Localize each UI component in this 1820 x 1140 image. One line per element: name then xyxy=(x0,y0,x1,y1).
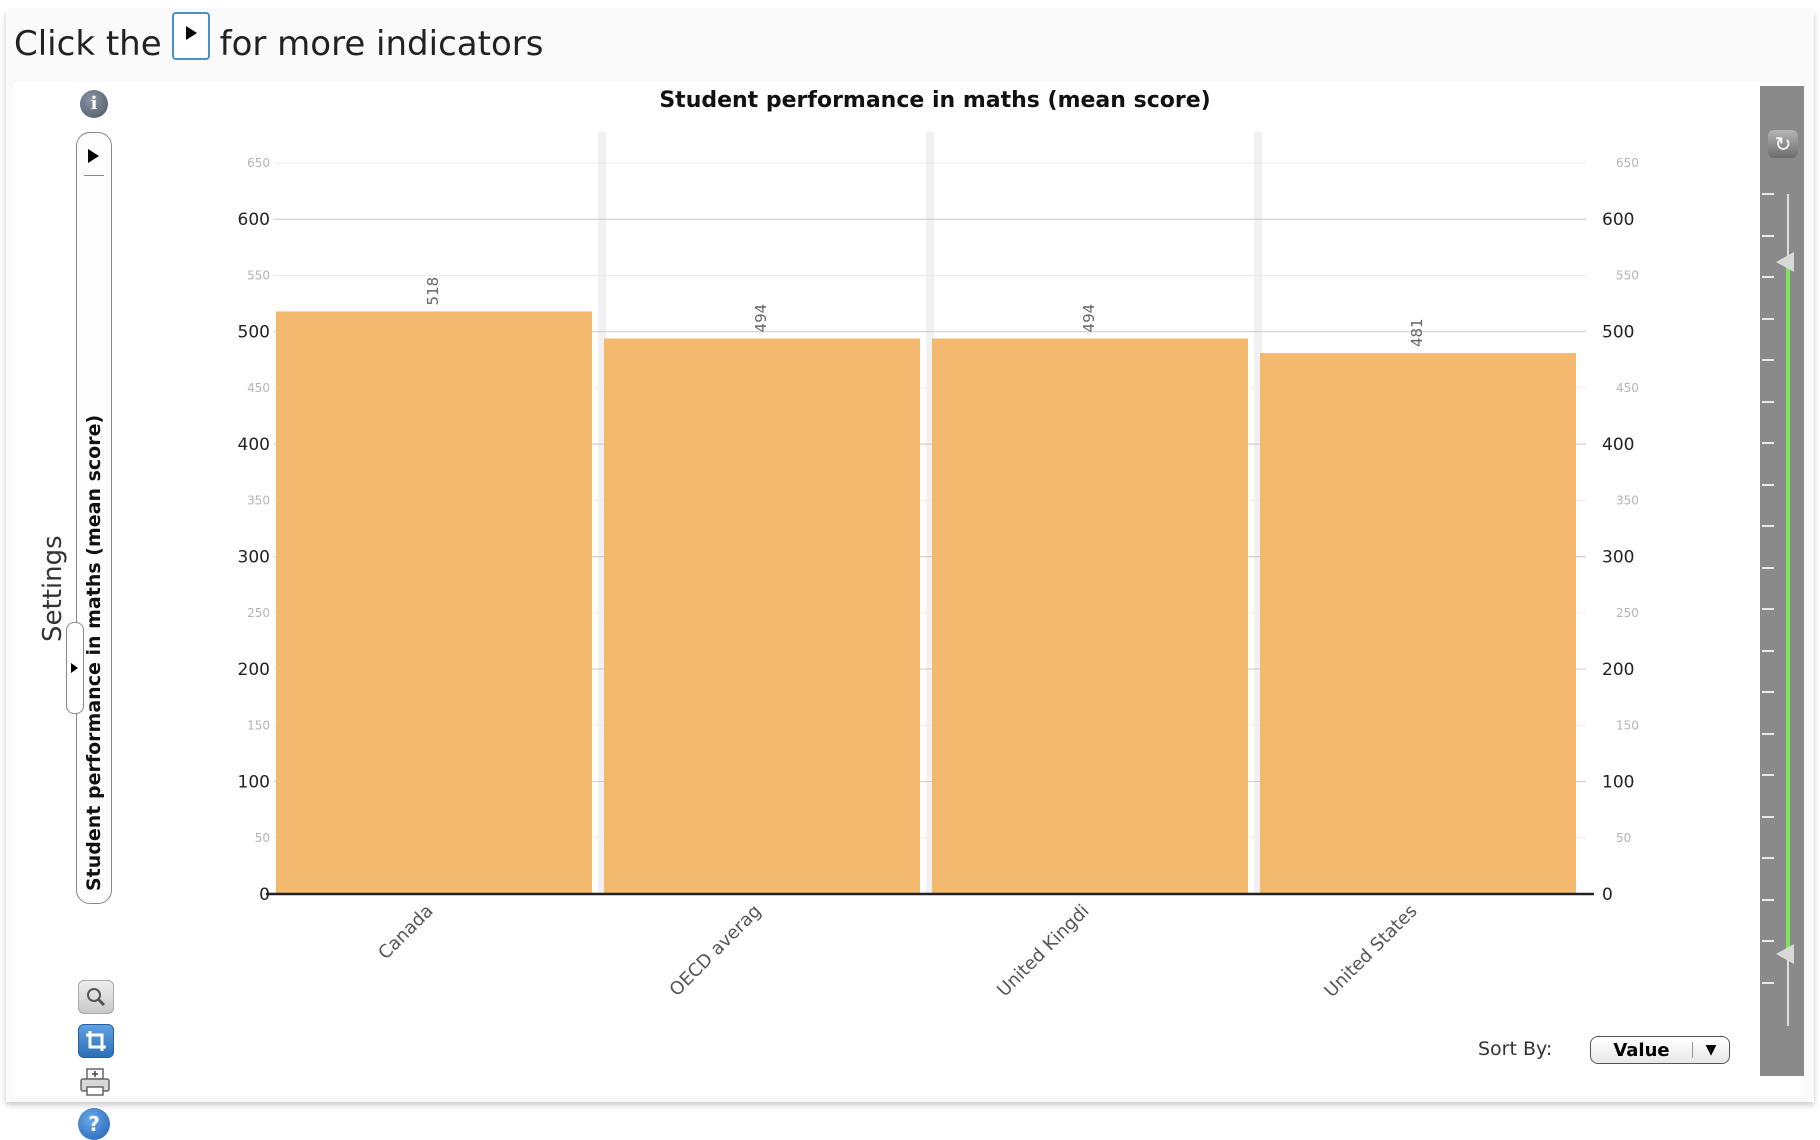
slider-tick xyxy=(1762,774,1774,776)
y-tick-label-right: 500 xyxy=(1602,323,1634,343)
slider-tick xyxy=(1762,898,1774,901)
y-tick-label-right: 0 xyxy=(1602,885,1613,905)
x-tick-label: United Kingdi xyxy=(993,901,1093,1001)
y-tick-label-minor-right: 350 xyxy=(1616,493,1639,507)
slider-tick xyxy=(1762,359,1774,361)
slider-tick xyxy=(1762,276,1774,278)
y-tick-label-minor-left: 150 xyxy=(247,718,270,732)
slider-tick xyxy=(1762,317,1774,320)
x-tick-label: OECD averag xyxy=(666,901,766,1001)
y-tick-label-minor-left: 250 xyxy=(247,606,270,620)
slider-tick xyxy=(1762,400,1774,403)
category-separator xyxy=(926,132,934,894)
slider-tick xyxy=(1762,940,1774,942)
y-tick-label-left: 600 xyxy=(238,210,270,230)
y-tick-label-left: 300 xyxy=(238,548,270,568)
range-slider-rail[interactable] xyxy=(1760,86,1804,1076)
indicator-selector[interactable]: Student performance in maths (mean score… xyxy=(76,132,112,904)
y-tick-label-left: 0 xyxy=(259,885,270,905)
y-tick-label-right: 300 xyxy=(1602,548,1634,568)
reset-icon[interactable]: ↻ xyxy=(1768,130,1798,158)
y-tick-label-minor-left: 450 xyxy=(247,381,270,395)
slider-tick xyxy=(1762,193,1774,195)
slider-lower-handle[interactable] xyxy=(1776,944,1794,964)
y-tick-label-minor-left: 50 xyxy=(255,831,270,845)
slider-tick xyxy=(1762,566,1774,569)
y-tick-label-minor-right: 250 xyxy=(1616,606,1639,620)
bar-canada xyxy=(276,311,592,894)
slider-tick xyxy=(1762,981,1774,984)
slider-tick xyxy=(1762,691,1774,693)
slider-tick xyxy=(1762,815,1774,818)
y-tick-label-right: 100 xyxy=(1602,773,1634,793)
bar-united-kingdi xyxy=(932,338,1248,894)
print-icon[interactable] xyxy=(78,1066,112,1098)
category-separator xyxy=(1254,132,1262,894)
header-text-after: for more indicators xyxy=(219,24,544,64)
slider-tick xyxy=(1762,442,1774,444)
header-text-before: Click the xyxy=(14,24,162,64)
data-label: 494 xyxy=(752,304,770,333)
y-tick-label-minor-right: 150 xyxy=(1616,718,1639,732)
slider-tick xyxy=(1762,608,1774,610)
x-tick-label: Canada xyxy=(374,901,437,964)
slider-tick xyxy=(1762,483,1774,486)
sort-label: Sort By: xyxy=(1478,1038,1553,1060)
chevron-down-icon[interactable]: ▼ xyxy=(1705,1042,1717,1058)
zoom-icon[interactable] xyxy=(78,980,114,1014)
settings-toggle[interactable] xyxy=(66,622,84,714)
expand-arrow-icon[interactable] xyxy=(88,149,99,163)
slider-selected-range[interactable] xyxy=(1786,262,1790,956)
slider-tick xyxy=(1762,649,1774,652)
y-tick-label-minor-left: 650 xyxy=(247,156,270,170)
bar-united-states xyxy=(1260,353,1576,894)
y-tick-label-minor-right: 550 xyxy=(1616,268,1639,282)
divider xyxy=(84,175,104,176)
slider-upper-handle[interactable] xyxy=(1776,252,1794,272)
category-separator xyxy=(598,132,606,894)
y-tick-label-left: 100 xyxy=(238,773,270,793)
slider-tick xyxy=(1762,525,1774,527)
data-label: 481 xyxy=(1408,318,1426,347)
sort-value: Value xyxy=(1613,1039,1670,1061)
slider-tick xyxy=(1762,234,1774,237)
y-tick-label-left: 400 xyxy=(238,435,270,455)
data-label: 494 xyxy=(1080,304,1098,333)
y-tick-label-right: 200 xyxy=(1602,660,1634,680)
y-tick-label-minor-left: 350 xyxy=(247,493,270,507)
data-label: 518 xyxy=(424,277,442,306)
bar-oecd-averag xyxy=(604,338,920,894)
y-tick-label-right: 400 xyxy=(1602,435,1634,455)
y-tick-label-left: 500 xyxy=(238,323,270,343)
crop-icon[interactable] xyxy=(78,1024,114,1058)
info-icon[interactable]: i xyxy=(80,90,108,118)
y-tick-label-right: 600 xyxy=(1602,210,1634,230)
x-tick-label: United States xyxy=(1320,901,1421,1002)
y-tick-label-minor-right: 450 xyxy=(1616,381,1639,395)
more-indicators-button[interactable] xyxy=(171,12,210,60)
header: Click the for more indicators xyxy=(14,12,544,74)
sort-dropdown[interactable]: Value ▼ xyxy=(1590,1036,1730,1064)
y-tick-label-minor-right: 50 xyxy=(1616,831,1631,845)
y-tick-label-minor-left: 550 xyxy=(247,268,270,282)
dropdown-divider xyxy=(1692,1042,1693,1058)
slider-tick xyxy=(1762,857,1774,859)
slider-tick xyxy=(1762,732,1774,735)
chart-title: Student performance in maths (mean score… xyxy=(659,88,1211,113)
y-tick-label-left: 200 xyxy=(238,660,270,680)
y-tick-label-minor-right: 650 xyxy=(1616,156,1639,170)
